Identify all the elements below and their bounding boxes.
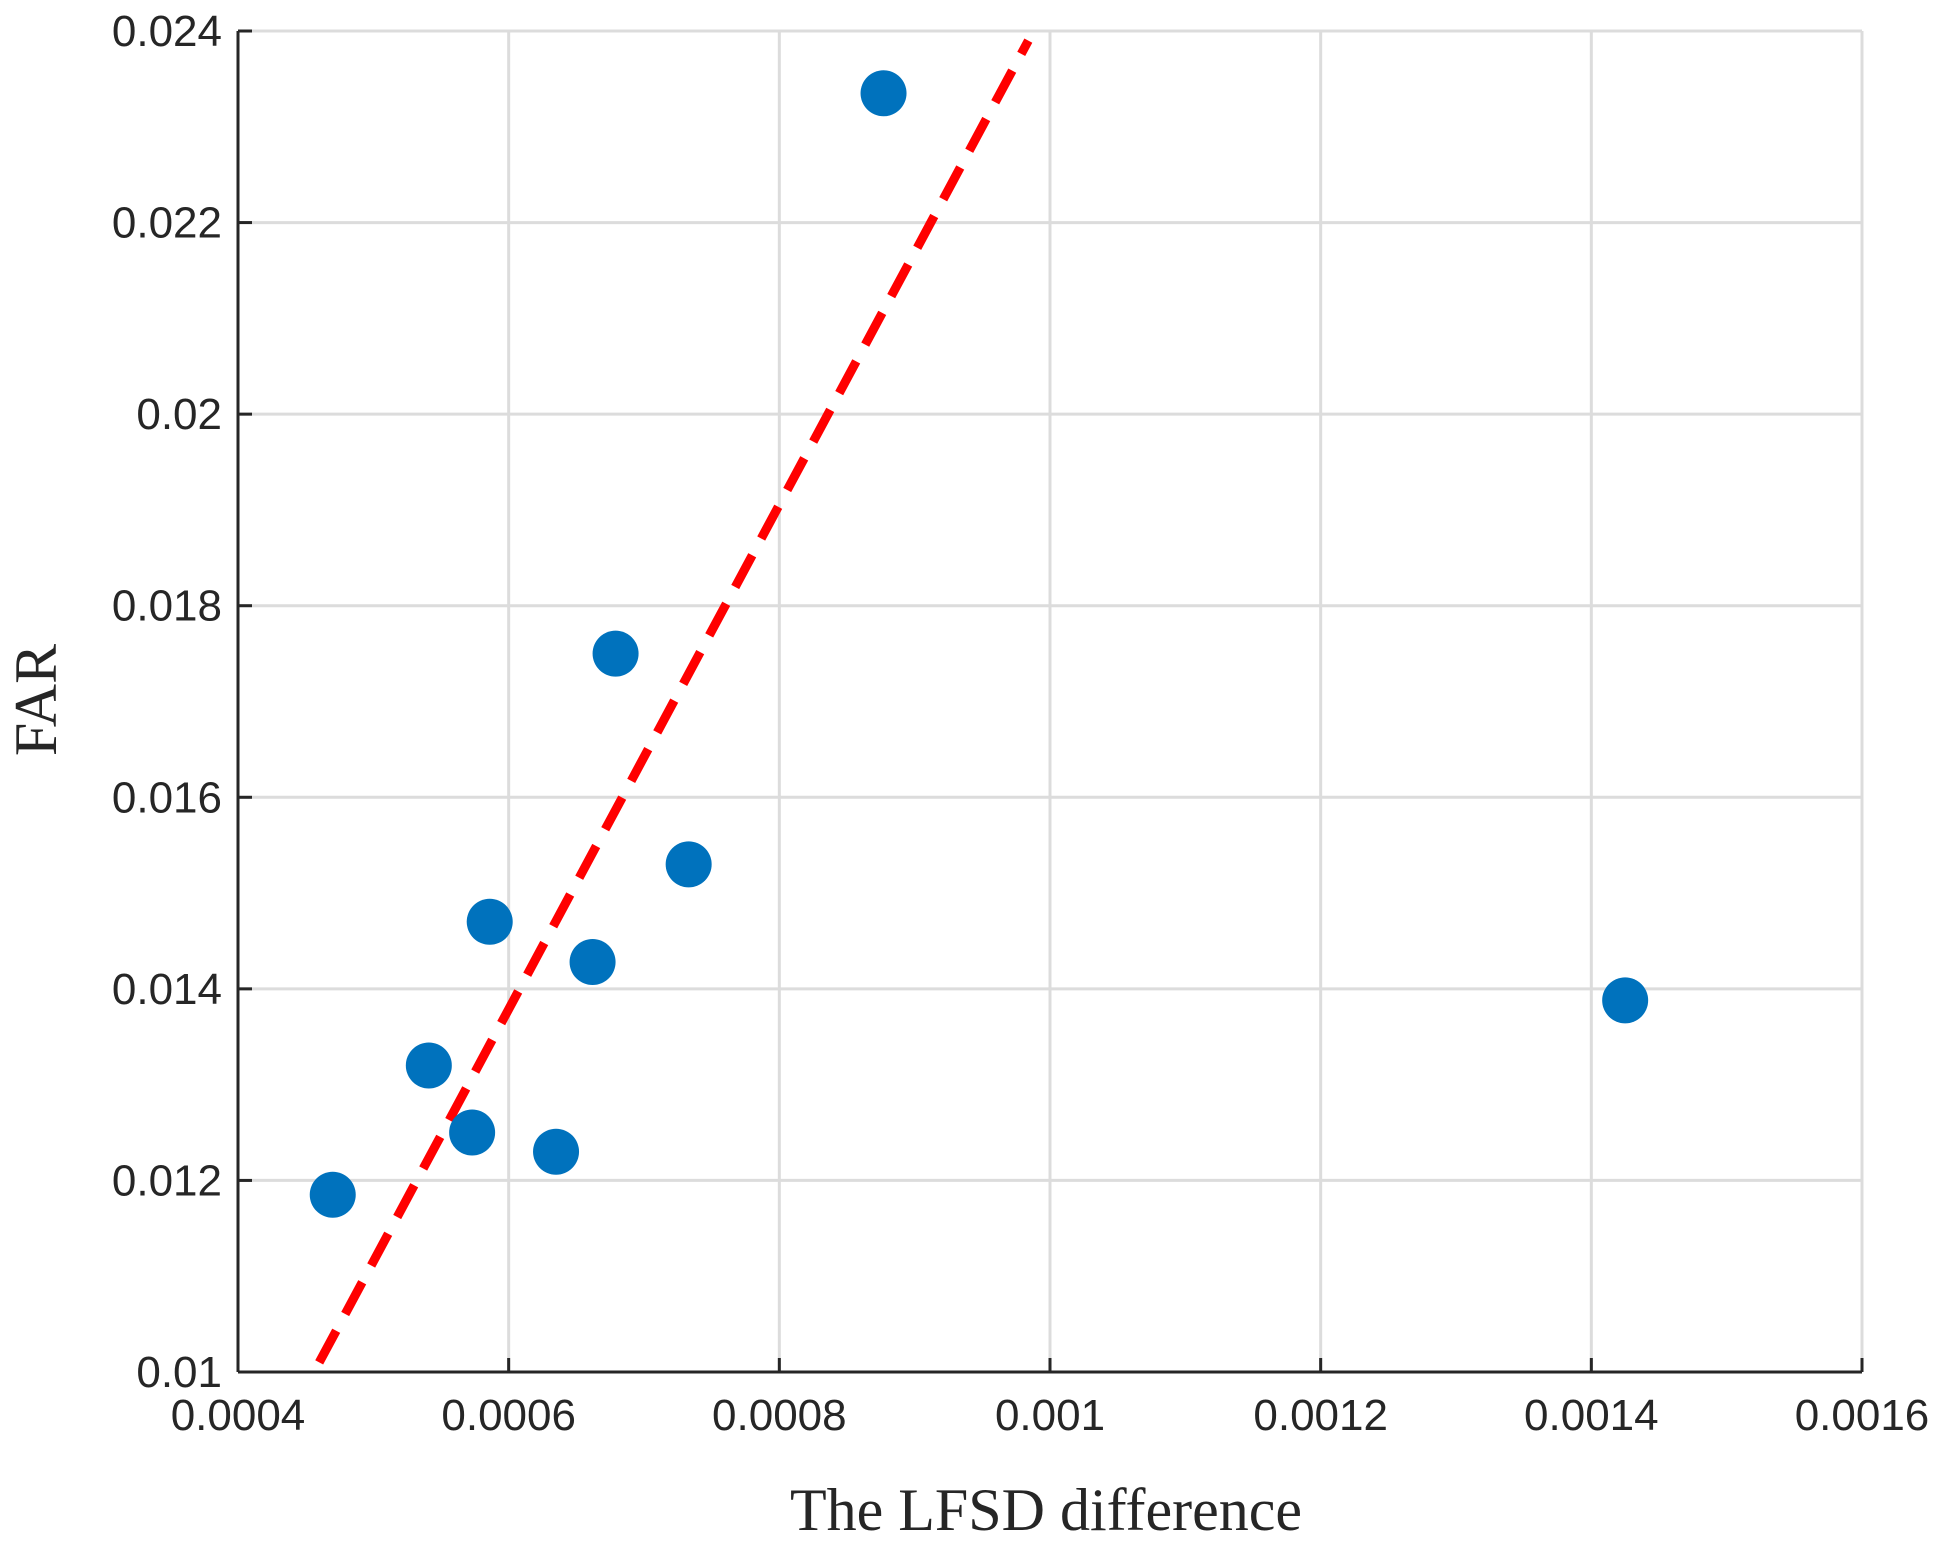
- x-tick-label: 0.0004: [171, 1391, 306, 1440]
- ticks: [236, 29, 1864, 1374]
- data-point: [466, 898, 513, 945]
- y-tick-label: 0.022: [112, 199, 222, 248]
- fit-line-layer: [315, 38, 1033, 1365]
- points-layer: [309, 70, 1649, 1218]
- data-point: [1602, 977, 1649, 1024]
- data-point: [592, 630, 639, 677]
- x-tick-label: 0.0008: [712, 1391, 847, 1440]
- y-tick-labels: 0.01 0.012 0.014 0.016 0.018 0.02 0.022 0.024: [112, 7, 222, 1397]
- x-tick-label: 0.0006: [441, 1391, 576, 1440]
- data-point: [665, 841, 712, 888]
- x-axis-title: The LFSD difference: [790, 1477, 1302, 1541]
- y-tick-label: 0.024: [112, 7, 222, 56]
- y-tick-label: 0.02: [136, 390, 222, 439]
- x-tick-label: 0.0014: [1524, 1391, 1659, 1440]
- x-tick-label: 0.0016: [1795, 1391, 1930, 1440]
- x-tick-label: 0.0012: [1253, 1391, 1388, 1440]
- data-point: [860, 70, 907, 117]
- y-tick-label: 0.016: [112, 773, 222, 822]
- data-point: [569, 939, 616, 986]
- x-tick-label: 0.001: [995, 1391, 1105, 1440]
- data-point: [309, 1171, 356, 1218]
- y-tick-label: 0.012: [112, 1156, 222, 1205]
- x-tick-labels: 0.0004 0.0006 0.0008 0.001 0.0012 0.0014 0.001…: [171, 1391, 1930, 1440]
- grid: [236, 29, 1864, 1374]
- data-point: [449, 1109, 496, 1156]
- data-point: [533, 1128, 580, 1175]
- y-tick-label: 0.014: [112, 965, 222, 1014]
- y-tick-label: 0.018: [112, 582, 222, 631]
- data-point: [405, 1042, 452, 1089]
- y-axis-title: FAR: [3, 644, 69, 756]
- fit-line: [315, 38, 1033, 1365]
- y-tick-label: 0.01: [136, 1348, 222, 1397]
